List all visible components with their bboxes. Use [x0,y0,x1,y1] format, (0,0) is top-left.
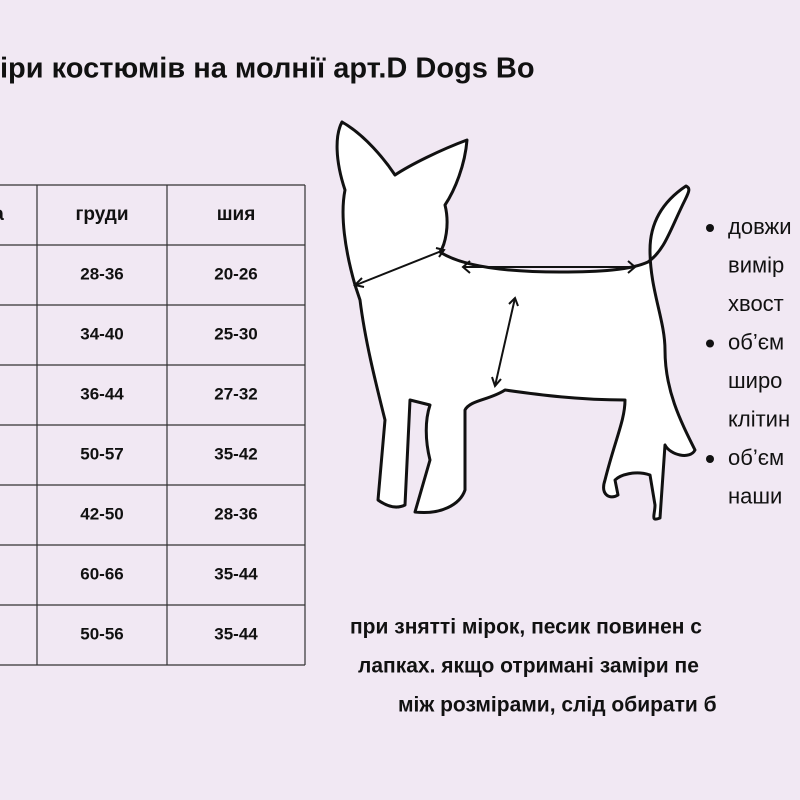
dog-silhouette [335,120,697,521]
bullet [706,455,714,463]
table-cell: 34-40 [80,324,123,343]
table-cell: 20-26 [214,264,257,283]
table-cell: 28-36 [80,264,123,283]
note-line: лапках. якщо отримані заміри пе [358,655,699,678]
table-cell: 25-30 [214,324,257,343]
bullet-list: довжи вимір хвост об’єм широ клітин об’єм наши [706,214,792,508]
bullet-text: об’єм [728,445,784,470]
note-line: між розмірами, слід обирати б [398,694,717,717]
table-cell: 27-32 [214,384,257,403]
table-cell: 35-44 [214,564,258,583]
bullet-text: широ [728,368,782,393]
note: при знятті мірок, песик повинен с лапках.… [350,616,717,717]
title: іри костюмів на молнії арт.D Dogs Bo [0,53,535,85]
note-line: при знятті мірок, песик повинен с [350,616,702,639]
table-cell: 50-56 [80,624,123,643]
table-cell: 28-36 [214,504,257,523]
bullet-text: наши [728,483,782,508]
table-cell: 36-44 [80,384,124,403]
size-table: а груди шия 28-36 20-26 34-40 25-30 36-44 27-32 5… [0,184,306,666]
bullet [706,339,714,348]
bullet-text: клітин [728,406,790,431]
table-cell: 35-42 [214,444,257,463]
bullet [706,224,714,232]
table-cell: 42-50 [80,504,123,523]
bullet-text: об’єм [728,329,784,354]
table-header: груди [75,204,128,225]
table-header: шия [217,204,256,225]
table-cell: 35-44 [214,624,258,643]
bullet-text: вимір [728,252,784,277]
bullet-text: довжи [728,214,792,239]
measure-arrows [353,247,637,388]
bullet-text: хвост [728,291,784,316]
table-cell: 50-57 [80,444,123,463]
table-header: а [0,204,4,225]
table-cell: 60-66 [80,564,123,583]
